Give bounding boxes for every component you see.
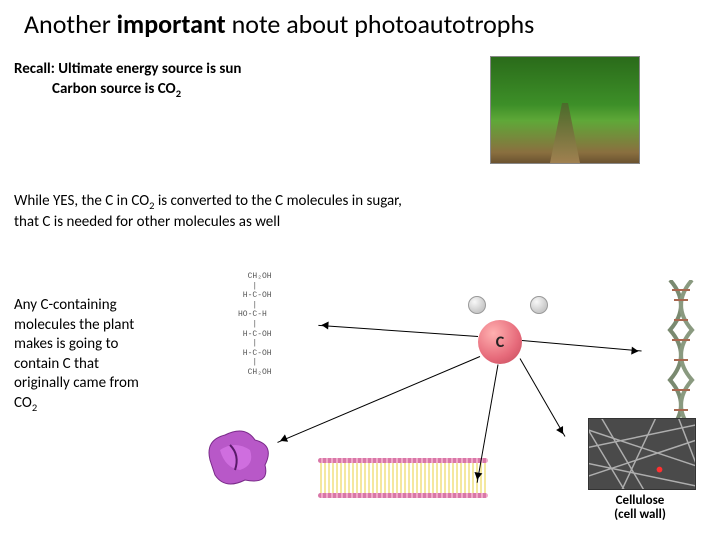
- bottom-paragraph: Any C-containing molecules the plant mak…: [14, 296, 154, 414]
- membrane-image: [318, 458, 488, 498]
- protein-image: [200, 420, 280, 495]
- forest-image: [490, 56, 640, 164]
- glucose-structure: CH₂OH | H-C-OH | HO-C-H | H-C-OH | H-C-O…: [238, 272, 318, 392]
- cellulose-label: Cellulose (cell wall): [590, 494, 690, 523]
- dna-image: [660, 280, 702, 430]
- carbon-atom-icon: C: [478, 320, 522, 364]
- hydrogen-atom-icon: [468, 296, 486, 314]
- cellulose-image: [588, 418, 696, 490]
- arrow: [318, 325, 478, 337]
- slide-title: Another important note about photoautotr…: [24, 8, 534, 40]
- recall-text: Recall: Ultimate energy source is sun Ca…: [14, 60, 241, 100]
- mid-paragraph: While YES, the C in CO2 is converted to …: [14, 192, 414, 232]
- title-prefix: Another: [24, 8, 117, 40]
- forest-path: [550, 103, 580, 163]
- title-bold: important: [117, 8, 226, 40]
- hydrogen-atom-icon: [530, 296, 548, 314]
- arrow: [522, 340, 642, 351]
- title-suffix: note about photoautotrophs: [226, 8, 535, 40]
- recall-line1: Recall: Ultimate energy source is sun: [14, 60, 241, 80]
- arrow: [520, 358, 566, 436]
- recall-line2: Carbon source is CO2: [52, 80, 241, 101]
